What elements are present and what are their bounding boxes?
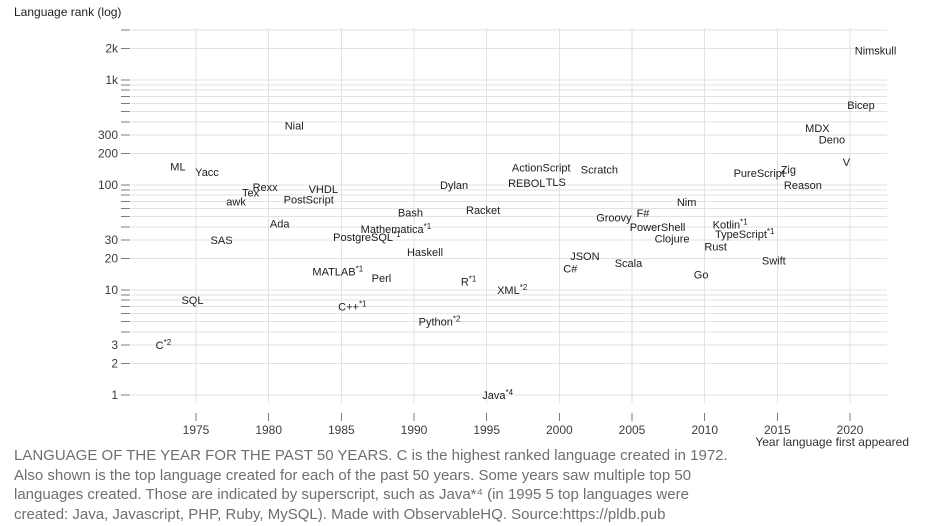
y-axis-ticks: 2k 1k 300 200 100 30 20 10 3 2 1 <box>98 29 130 402</box>
language-label-actionscript: ActionScript <box>512 162 571 174</box>
x-tick-label: 2005 <box>619 423 646 437</box>
language-label-mdx: MDX <box>805 123 830 135</box>
language-label-postgresql: PostgreSQL*1 <box>333 230 401 244</box>
x-tick-label: 2015 <box>764 423 791 437</box>
language-label-purescript: PureScript <box>734 168 785 180</box>
language-label-python: Python*2 <box>419 315 461 329</box>
language-label-swift: Swift <box>762 256 786 268</box>
language-label-ada: Ada <box>270 218 290 230</box>
y-tick-label: 1 <box>111 388 118 402</box>
language-label-tls: TLS <box>546 177 566 189</box>
y-tick-label: 1k <box>105 73 119 87</box>
y-tick-label: 30 <box>105 233 119 247</box>
horizontal-gridlines <box>131 29 887 396</box>
x-tick-label: 1985 <box>328 423 355 437</box>
y-tick-label: 100 <box>98 178 118 192</box>
language-label-sas: SAS <box>211 235 233 247</box>
language-label-ml: ML <box>170 162 185 174</box>
language-label-powershell: PowerShell <box>630 222 686 234</box>
language-label-rust: Rust <box>704 241 727 253</box>
language-label-typescript: TypeScript*1 <box>715 227 775 241</box>
y-tick-label: 2 <box>111 356 118 370</box>
y-tick-label: 2k <box>105 41 119 55</box>
y-axis-title: Language rank (log) <box>14 5 122 19</box>
caption-line: languages created. Those are indicated b… <box>14 486 689 503</box>
language-label-scala: Scala <box>615 258 643 270</box>
x-axis-title: Year language first appeared <box>755 435 909 449</box>
language-label-reason: Reason <box>784 180 822 192</box>
caption-line: created: Java, Javascript, PHP, Ruby, My… <box>14 505 666 523</box>
language-label-groovy: Groovy <box>596 213 632 225</box>
language-label-scratch: Scratch <box>581 165 618 177</box>
y-tick-label: 10 <box>105 283 119 297</box>
language-label-f: F# <box>637 208 651 220</box>
x-tick-label: 1995 <box>473 423 500 437</box>
language-label-haskell: Haskell <box>407 247 443 259</box>
language-label-r: R*1 <box>461 275 477 289</box>
caption-line: Also shown is the top language created f… <box>14 466 692 484</box>
language-label-vhdl: VHDL <box>309 184 338 196</box>
language-label-nimskull: Nimskull <box>855 46 897 58</box>
language-label-clojure: Clojure <box>655 233 690 245</box>
language-label-awk: awk <box>226 196 246 208</box>
language-label-tex: Tex <box>242 187 260 199</box>
language-label-sql: SQL <box>181 295 203 307</box>
caption-line: LANGUAGE OF THE YEAR FOR THE PAST 50 YEA… <box>14 447 728 464</box>
language-label-json: JSON <box>570 251 599 263</box>
language-label-c: C*2 <box>156 338 172 352</box>
y-tick-label: 300 <box>98 128 118 142</box>
language-label-rexx: Rexx <box>253 182 279 194</box>
caption: LANGUAGE OF THE YEAR FOR THE PAST 50 YEA… <box>14 446 914 524</box>
language-label-zig: Zig <box>781 165 796 177</box>
language-label-java: Java*4 <box>482 388 513 402</box>
x-axis-ticks: 1975 1980 1985 1990 1995 2000 2005 2010 2015 2020 <box>183 413 864 437</box>
language-label-go: Go <box>694 270 709 282</box>
language-label-bicep: Bicep <box>847 100 875 112</box>
language-label-c: C# <box>563 264 578 276</box>
language-label-rebol: REBOL <box>508 178 545 190</box>
x-tick-label: 1975 <box>183 423 210 437</box>
language-label-matlab: MATLAB*1 <box>312 265 363 279</box>
language-label-c: C++*1 <box>338 299 367 313</box>
language-label-yacc: Yacc <box>195 167 219 179</box>
vertical-gridlines <box>195 28 851 403</box>
language-label-kotlin: Kotlin*1 <box>713 218 749 232</box>
language-label-racket: Racket <box>466 205 500 217</box>
language-label-v: V <box>843 157 851 169</box>
y-tick-label: 200 <box>98 146 118 160</box>
language-label-postscript: PostScript <box>284 194 334 206</box>
language-label-nim: Nim <box>677 197 697 209</box>
language-label-mathematica: Mathematica*1 <box>361 222 432 236</box>
language-label-perl: Perl <box>372 273 392 285</box>
x-tick-label: 1980 <box>255 423 282 437</box>
language-label-nial: Nial <box>285 120 304 132</box>
x-tick-label: 2020 <box>837 423 864 437</box>
y-tick-label: 20 <box>105 251 119 265</box>
x-tick-label: 2010 <box>691 423 718 437</box>
language-label-deno: Deno <box>819 135 845 147</box>
x-tick-label: 1990 <box>401 423 428 437</box>
language-label-bash: Bash <box>398 207 423 219</box>
x-tick-label: 2000 <box>546 423 573 437</box>
y-tick-label: 3 <box>111 338 118 352</box>
language-label-dylan: Dylan <box>440 180 468 192</box>
